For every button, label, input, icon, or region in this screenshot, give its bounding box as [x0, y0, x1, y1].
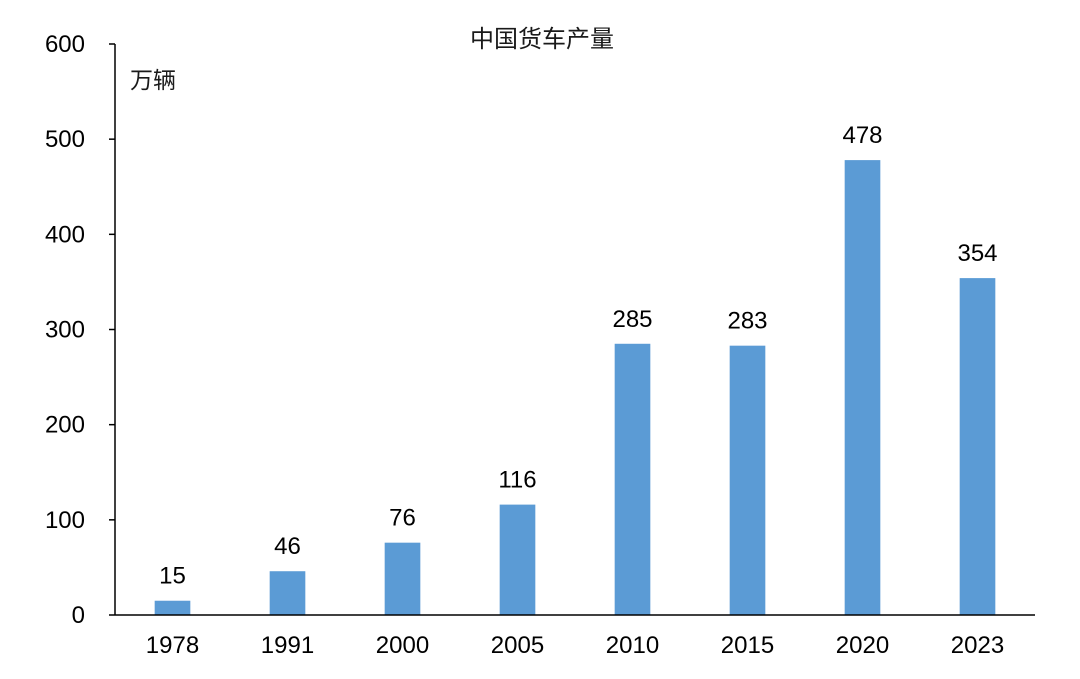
bar [844, 160, 881, 615]
bar [499, 504, 536, 615]
chart-title: 中国货车产量 [470, 25, 614, 53]
bar [614, 343, 651, 615]
bar [384, 542, 421, 615]
data-label: 285 [612, 306, 652, 333]
data-label: 116 [498, 467, 536, 494]
y-tick-label: 300 [45, 317, 85, 344]
y-axis-unit-label: 万辆 [130, 68, 176, 94]
x-tick-label: 1978 [146, 632, 199, 659]
bar [729, 345, 766, 615]
data-label: 76 [389, 505, 416, 532]
data-label: 354 [957, 240, 997, 267]
bars-group [154, 160, 996, 615]
x-tick-label: 1991 [261, 632, 314, 659]
x-tick-label: 2000 [376, 632, 429, 659]
data-label: 46 [274, 533, 301, 560]
x-tick-label: 2005 [491, 632, 544, 659]
y-ticks-group: 0 100 200 300 400 500 600 [45, 31, 115, 629]
y-tick-label: 400 [45, 221, 85, 248]
bar [269, 571, 306, 615]
x-ticks-group: 1978 1991 2000 2005 2010 2015 2020 2023 [146, 632, 1004, 659]
data-label: 478 [842, 122, 882, 149]
data-labels-group: 15 46 76 116 285 283 478 354 [159, 122, 997, 590]
data-label: 283 [727, 308, 767, 335]
y-tick-label: 0 [72, 602, 85, 629]
y-tick-label: 200 [45, 412, 85, 439]
x-tick-label: 2015 [721, 632, 774, 659]
y-tick-label: 600 [45, 31, 85, 58]
x-tick-label: 2023 [951, 632, 1004, 659]
x-tick-label: 2010 [606, 632, 659, 659]
data-label: 15 [159, 563, 186, 590]
bar [154, 600, 191, 615]
x-tick-label: 2020 [836, 632, 889, 659]
y-tick-label: 500 [45, 126, 85, 153]
bar [959, 278, 996, 615]
y-tick-label: 100 [45, 507, 85, 534]
